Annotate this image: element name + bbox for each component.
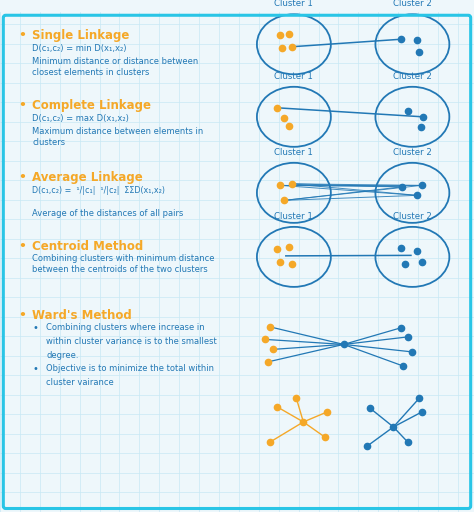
Text: Cluster 1: Cluster 1 bbox=[274, 72, 313, 81]
Text: Combining clusters where increase in: Combining clusters where increase in bbox=[46, 323, 205, 332]
Text: •: • bbox=[18, 309, 26, 323]
Text: Centroid Method: Centroid Method bbox=[32, 240, 144, 253]
Text: Cluster 2: Cluster 2 bbox=[393, 212, 432, 221]
Text: •: • bbox=[18, 171, 26, 184]
Text: •: • bbox=[18, 29, 26, 42]
Text: Average of the distances of all pairs: Average of the distances of all pairs bbox=[32, 209, 183, 218]
Text: D(c₁,c₂) =  ¹/⁠|c₁|  ¹/⁠|c₂|  ΣΣD(x₁,x₂): D(c₁,c₂) = ¹/⁠|c₁| ¹/⁠|c₂| ΣΣD(x₁,x₂) bbox=[32, 186, 165, 195]
Text: Cluster 2: Cluster 2 bbox=[393, 0, 432, 8]
Text: D(c₁,c₂) = min D(x₁,x₂): D(c₁,c₂) = min D(x₁,x₂) bbox=[32, 44, 127, 53]
Text: within cluster variance is to the smallest: within cluster variance is to the smalle… bbox=[46, 337, 217, 346]
Text: •: • bbox=[18, 99, 26, 112]
Text: closest elements in clusters: closest elements in clusters bbox=[32, 68, 150, 77]
Text: Cluster 2: Cluster 2 bbox=[393, 72, 432, 81]
Text: Minimum distance or distance between: Minimum distance or distance between bbox=[32, 57, 199, 66]
Text: •: • bbox=[32, 365, 38, 374]
Text: clusters: clusters bbox=[32, 138, 65, 147]
Text: Objective is to minimize the total within: Objective is to minimize the total withi… bbox=[46, 365, 214, 373]
Text: D(c₁,c₂) = max D(x₁,x₂): D(c₁,c₂) = max D(x₁,x₂) bbox=[32, 114, 129, 123]
Text: Ward's Method: Ward's Method bbox=[32, 309, 132, 323]
Text: Maximum distance between elements in: Maximum distance between elements in bbox=[32, 127, 203, 136]
Text: Cluster 1: Cluster 1 bbox=[274, 0, 313, 8]
Text: •: • bbox=[32, 323, 38, 333]
Text: Complete Linkage: Complete Linkage bbox=[32, 99, 151, 112]
Text: •: • bbox=[18, 240, 26, 253]
Text: between the centroids of the two clusters: between the centroids of the two cluster… bbox=[32, 265, 208, 274]
Text: Average Linkage: Average Linkage bbox=[32, 171, 143, 184]
Text: degree.: degree. bbox=[46, 351, 79, 360]
Text: Cluster 1: Cluster 1 bbox=[274, 212, 313, 221]
Text: Cluster 1: Cluster 1 bbox=[274, 148, 313, 157]
Text: Combining clusters with minimum distance: Combining clusters with minimum distance bbox=[32, 254, 215, 263]
Text: cluster vairance: cluster vairance bbox=[46, 378, 114, 388]
Text: Single Linkage: Single Linkage bbox=[32, 29, 129, 42]
Text: Cluster 2: Cluster 2 bbox=[393, 148, 432, 157]
